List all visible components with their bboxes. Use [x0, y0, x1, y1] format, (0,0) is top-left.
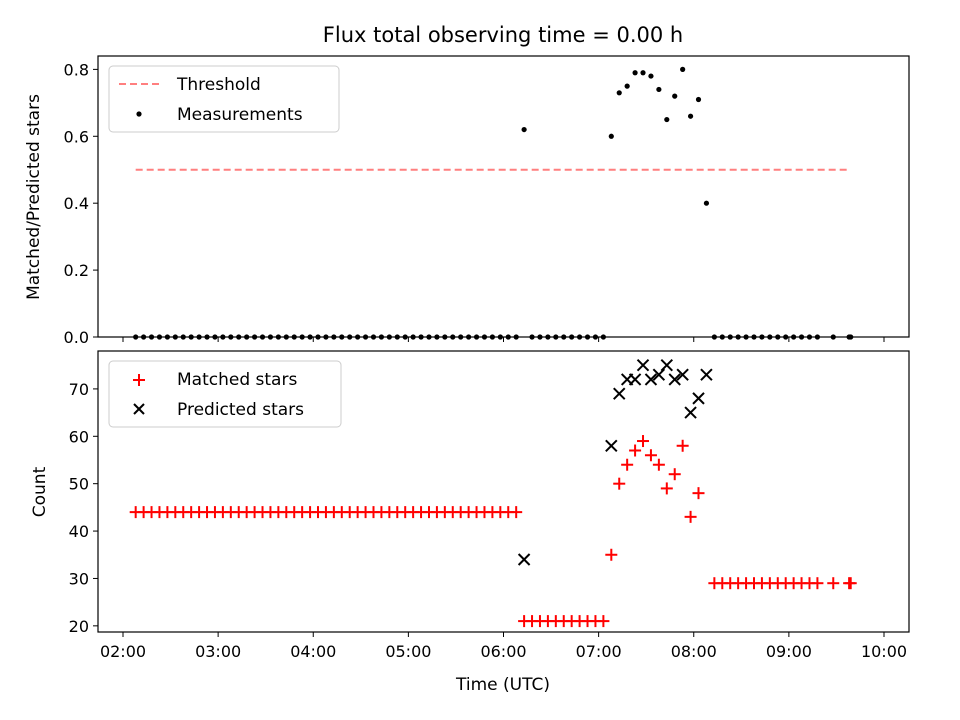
- measurement-point: [664, 116, 670, 123]
- top-legend: Threshold Measurements: [108, 65, 340, 133]
- matched-star-point: [652, 458, 665, 471]
- matched-star-point: [668, 468, 681, 481]
- matched-star-point: [637, 435, 650, 448]
- matched-star-point: [510, 506, 523, 519]
- matched-legend-label: Matched stars: [177, 370, 297, 390]
- matched-star-point: [597, 615, 610, 628]
- chart-title: Flux total observing time = 0.00 h: [323, 23, 683, 47]
- bottom-y-tick-label: 20: [69, 617, 89, 636]
- top-y-tick-label: 0.2: [64, 261, 89, 280]
- bottom-y-axis-label: Count: [30, 466, 50, 517]
- measurements-legend-swatch: [136, 111, 142, 117]
- measurement-point: [632, 70, 638, 76]
- bottom-y-tick-label: 30: [69, 569, 89, 588]
- matched-star-point: [811, 577, 824, 590]
- top-panel: 0.00.20.40.60.8 Matched/Predicted stars …: [24, 55, 910, 347]
- x-axis-label: Time (UTC): [455, 675, 550, 695]
- x-tick-label: 07:00: [576, 642, 622, 661]
- predicted-legend-swatch: [133, 403, 145, 415]
- measurements-legend-label: Measurements: [177, 105, 303, 125]
- bottom-y-tick-label: 50: [69, 475, 89, 494]
- predicted-legend-label: Predicted stars: [177, 400, 304, 420]
- predicted-star-point: [668, 373, 681, 386]
- predicted-star-point: [652, 368, 666, 381]
- matched-star-point: [676, 439, 689, 452]
- predicted-star-point: [660, 359, 674, 372]
- predicted-star-point: [692, 392, 705, 405]
- measurement-point: [680, 66, 686, 72]
- x-tick-label: 08:00: [671, 642, 717, 661]
- bottom-y-tick-label: 70: [69, 380, 89, 399]
- matched-star-point: [644, 449, 657, 462]
- top-y-tick-label: 0.6: [64, 127, 89, 146]
- predicted-star-point: [628, 373, 642, 386]
- threshold-legend-label: Threshold: [176, 75, 261, 95]
- bottom-y-tick-label: 40: [69, 522, 89, 541]
- measurement-point: [624, 83, 630, 89]
- top-y-tick-label: 0.4: [64, 194, 89, 213]
- measurement-point: [616, 90, 622, 96]
- matched-star-point: [605, 548, 618, 561]
- measurement-point: [608, 133, 614, 139]
- predicted-star-point: [605, 439, 618, 452]
- top-y-tick-label: 0.8: [64, 60, 89, 79]
- measurement-point: [695, 96, 702, 103]
- matched-legend-swatch: [133, 374, 145, 386]
- top-panel-frame: [97, 55, 910, 338]
- matched-star-point: [613, 477, 626, 490]
- predicted-star-point: [636, 359, 650, 372]
- measurement-point: [687, 113, 694, 119]
- predicted-star-point: [613, 387, 626, 400]
- predicted-star-point: [700, 368, 713, 381]
- bottom-legend-box: [108, 360, 342, 428]
- x-tick-label: 09:00: [766, 642, 812, 661]
- bottom-legend: Matched stars Predicted stars: [108, 360, 342, 428]
- measurement-point: [640, 70, 646, 76]
- matched-star-point: [827, 577, 840, 590]
- matched-star-point: [692, 487, 705, 500]
- measurement-point: [648, 73, 654, 79]
- measurement-point: [656, 86, 662, 93]
- bottom-y-tick-label: 60: [69, 427, 89, 446]
- matched-star-point: [844, 577, 857, 590]
- predicted-star-point: [644, 373, 658, 386]
- bottom-panel-frame: [97, 350, 910, 633]
- x-tick-label: 04:00: [290, 642, 336, 661]
- top-y-axis-label: Matched/Predicted stars: [24, 94, 44, 300]
- matched-star-point: [660, 482, 673, 495]
- matched-star-point: [621, 458, 634, 471]
- measurement-point: [521, 126, 527, 133]
- matched-star-point: [629, 444, 642, 457]
- top-y-tick-label: 0.0: [64, 328, 89, 347]
- predicted-star-point: [676, 368, 689, 381]
- x-tick-label: 10:00: [861, 642, 907, 661]
- bottom-panel: 02:00 03:00 04:00 05:00 06:00 07:00 08:00 09:00…: [30, 350, 910, 695]
- x-tick-label: 05:00: [385, 642, 431, 661]
- measurement-point: [703, 200, 710, 206]
- matched-star-point: [684, 510, 697, 523]
- predicted-star-point: [517, 553, 531, 566]
- top-legend-box: [108, 65, 340, 133]
- x-tick-label: 06:00: [480, 642, 526, 661]
- measurement-point: [672, 93, 678, 99]
- x-tick-label: 03:00: [195, 642, 241, 661]
- x-tick-label: 02:00: [100, 642, 146, 661]
- predicted-star-point: [684, 406, 697, 419]
